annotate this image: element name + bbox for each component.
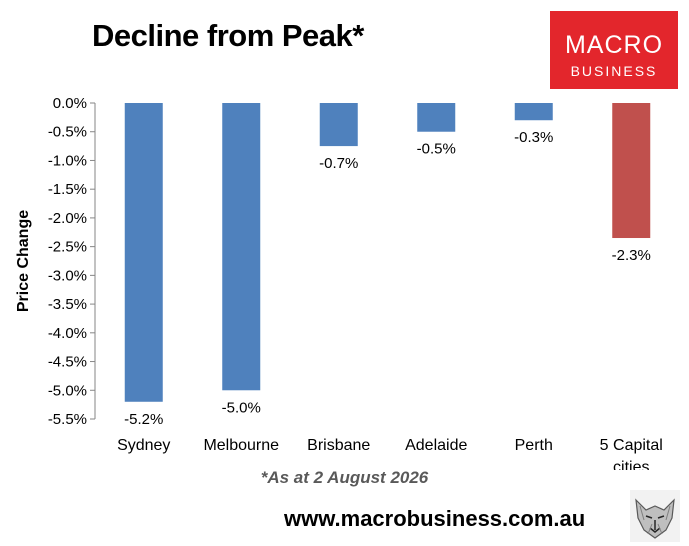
y-tick-label: -4.5% <box>48 354 87 371</box>
logo-text-business: BUSINESS <box>570 63 658 79</box>
bar <box>222 103 261 391</box>
y-tick-label: -5.5% <box>48 411 87 428</box>
data-label: -0.3% <box>514 129 553 146</box>
x-category-label: 5 Capital <box>600 437 663 454</box>
macro-business-logo: MACRO BUSINESS <box>550 11 678 89</box>
y-tick-label: -3.5% <box>48 296 87 313</box>
footnote: *As at 2 August 2026 <box>260 468 429 487</box>
x-category-label: Brisbane <box>307 437 370 454</box>
x-category-label: Adelaide <box>405 437 467 454</box>
y-tick-label: -2.5% <box>48 239 87 256</box>
bar <box>612 103 651 239</box>
y-tick-label: -5.0% <box>48 382 87 399</box>
data-label: -0.5% <box>417 141 456 158</box>
y-tick-label: -1.0% <box>48 152 87 169</box>
y-tick-label: -2.0% <box>48 210 87 227</box>
y-axis-title: Price Change <box>15 210 32 312</box>
bar <box>417 103 456 132</box>
y-tick-label: -3.0% <box>48 267 87 284</box>
bar <box>124 103 163 402</box>
data-label: -2.3% <box>612 247 651 264</box>
y-tick-label: -4.0% <box>48 325 87 342</box>
bar <box>319 103 358 147</box>
data-label: -5.0% <box>222 399 261 416</box>
logo-text-macro: MACRO <box>564 31 664 59</box>
y-tick-label: -0.5% <box>48 124 87 141</box>
x-category-label: cities <box>613 459 649 470</box>
wolf-logo-icon <box>630 490 680 542</box>
data-label: -5.2% <box>124 411 163 428</box>
chart-title: Decline from Peak* <box>92 18 364 53</box>
x-category-label: Sydney <box>117 437 170 454</box>
x-category-label: Melbourne <box>203 437 279 454</box>
bar <box>514 103 553 121</box>
website-url: www.macrobusiness.com.au <box>284 506 586 531</box>
y-tick-label: 0.0% <box>53 95 87 112</box>
x-category-label: Perth <box>515 437 553 454</box>
data-label: -0.7% <box>319 155 358 172</box>
bar-chart: 0.0% -0.5% -1.0% -1.5% -2.0% -2.5% -3.0% -3.5% -… <box>15 95 663 470</box>
y-tick-label: -1.5% <box>48 181 87 198</box>
